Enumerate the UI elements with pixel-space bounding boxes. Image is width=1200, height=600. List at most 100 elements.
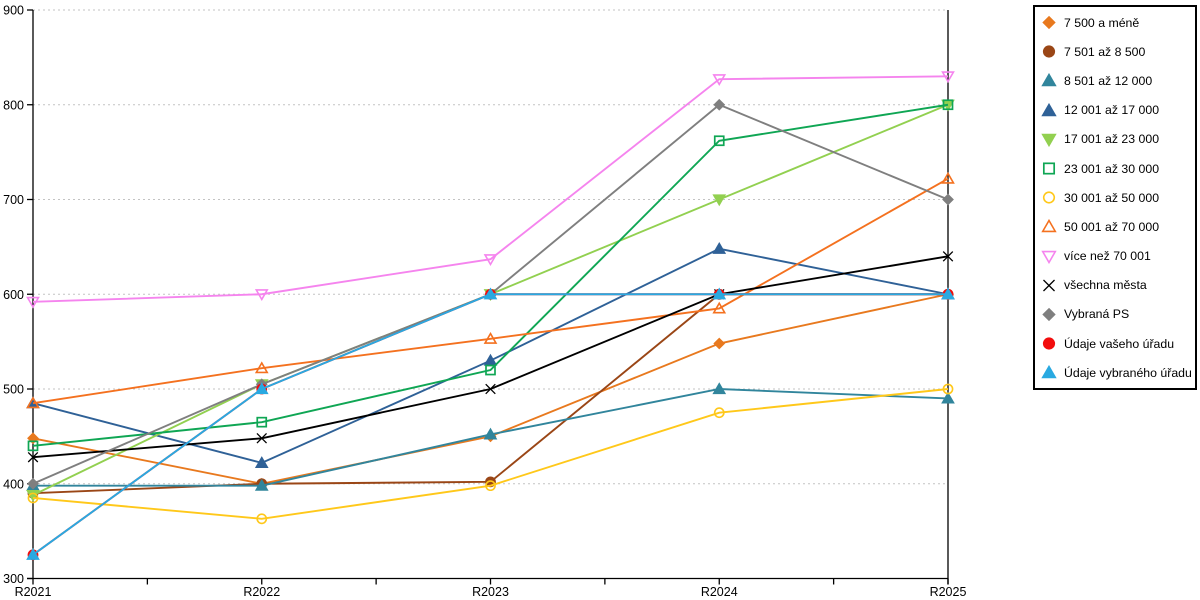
marker-square [27,440,39,452]
legend-marker-square-icon [1042,162,1056,175]
marker-triangle-up [1041,73,1057,87]
marker-circle [27,492,39,504]
marker-triangle-down [1041,250,1057,264]
series-12 [26,287,955,560]
legend-item-4: 17 001 až 23 000 [1035,125,1195,154]
legend-marker-triangle-up-icon [1041,219,1057,233]
legend-marker-triangle-up-icon [1041,73,1057,87]
marker-triangle-down [26,490,40,502]
x-tick-label: R2021 [15,585,52,599]
legend-label: Vybraná PS [1064,307,1130,322]
marker-x [1043,279,1055,292]
marker-triangle-up [483,287,498,300]
series-8 [26,71,955,309]
marker-triangle-down [254,289,269,302]
marker-triangle-up [1041,102,1057,116]
marker-diamond [1042,307,1056,322]
marker-triangle-down [26,296,40,309]
x-tick-label: R2025 [930,585,967,599]
legend-marker-diamond-icon [1042,15,1056,30]
marker-diamond [27,477,39,490]
marker-triangle-down [483,254,498,266]
marker-triangle-up [712,241,727,254]
legend-item-9: všechna města [1035,271,1195,300]
legend-marker-triangle-down-icon [1041,133,1057,147]
x-tick-label: R2023 [472,585,509,599]
marker-triangle-up [712,382,727,395]
series-line [32,103,949,447]
legend-marker-triangle-up-icon [1041,102,1057,116]
legend-label: všechna města [1064,278,1147,293]
marker-square [713,135,725,147]
marker-triangle-up [483,331,498,344]
legend-label: 50 001 až 70 000 [1064,219,1160,234]
legend: 7 500 a méně 7 501 až 8 500 8 501 až 12 00… [1033,5,1197,390]
marker-triangle-up [26,548,40,560]
series-5 [27,99,954,452]
marker-triangle-down [712,74,727,86]
marker-triangle-down [941,71,955,84]
y-tick-label: 400 [3,477,24,491]
legend-label: Údaje vašeho úřadu [1064,336,1175,351]
marker-triangle-up [483,427,498,440]
series-2 [26,382,955,491]
marker-triangle-up [483,353,498,366]
legend-item-1: 7 501 až 8 500 [1035,37,1195,66]
series-line [32,177,949,405]
marker-triangle-up [254,478,269,491]
marker-triangle-up [941,171,955,184]
legend-item-12: Údaje vybraného úřadu [1035,358,1195,387]
legend-item-10: Vybraná PS [1035,300,1195,329]
marker-diamond [1042,15,1056,30]
marker-triangle-up [254,382,269,395]
legend-marker-triangle-up-icon [1041,365,1057,379]
marker-triangle-up [941,287,955,300]
marker-square [485,364,496,376]
marker-square [1042,162,1056,175]
x-tick-label: R2022 [243,585,280,599]
legend-item-5: 23 001 až 30 000 [1035,154,1195,183]
legend-label: více než 70 001 [1064,249,1151,264]
legend-label: 12 001 až 17 000 [1064,103,1160,118]
legend-label: 30 001 až 50 000 [1064,190,1160,205]
marker-triangle-up [254,456,269,468]
marker-triangle-up [1041,365,1057,379]
y-tick-label: 700 [3,193,24,207]
marker-triangle-up [254,361,269,374]
legend-item-3: 12 001 až 17 000 [1035,96,1195,125]
marker-triangle-up [712,287,727,300]
legend-label: 8 501 až 12 000 [1064,73,1153,88]
legend-item-0: 7 500 a méně [1035,8,1195,37]
marker-square [256,416,268,428]
legend-item-2: 8 501 až 12 000 [1035,66,1195,95]
marker-triangle-down [1041,133,1057,147]
marker-x [942,251,954,262]
legend-item-7: 50 001 až 70 000 [1035,212,1195,241]
y-tick-label: 300 [3,572,24,586]
legend-item-8: více než 70 001 [1035,242,1195,271]
y-tick-label: 900 [3,4,24,18]
legend-label: 7 500 a méně [1064,15,1140,30]
marker-diamond [942,193,954,206]
legend-marker-circle-icon [1042,191,1056,204]
marker-triangle-up [941,391,955,404]
marker-triangle-up [26,396,40,409]
series-line [32,75,949,303]
marker-diamond [713,337,726,350]
marker-triangle-up [1041,219,1057,233]
y-tick-label: 800 [3,98,24,112]
legend-marker-circle-icon [1042,45,1056,58]
legend-marker-diamond-icon [1042,307,1056,322]
marker-circle [256,513,268,525]
y-tick-label: 600 [3,288,24,302]
marker-circle [1042,45,1056,58]
marker-circle [1042,337,1056,350]
legend-marker-x-icon [1043,279,1055,292]
marker-x [485,383,496,395]
marker-square [942,99,954,111]
marker-x [256,433,268,444]
legend-label: Údaje vybraného úřadu [1064,365,1192,380]
x-tick-label: R2024 [701,585,738,599]
legend-label: 23 001 až 30 000 [1064,161,1160,176]
